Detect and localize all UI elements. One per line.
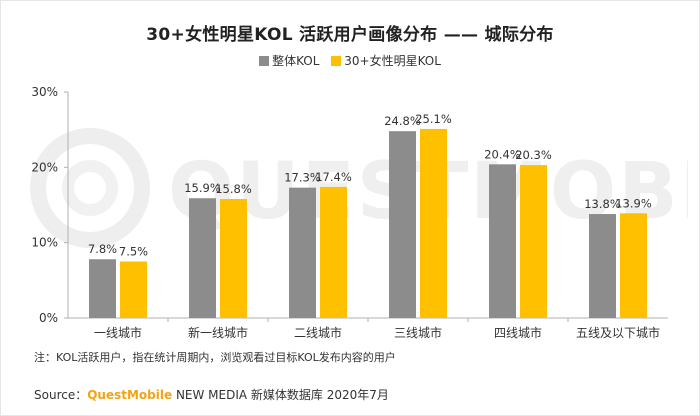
bar <box>620 213 647 318</box>
legend-label-total: 整体KOL <box>272 54 320 68</box>
data-label: 20.4% <box>484 147 521 161</box>
y-tick-label: 0% <box>39 311 58 325</box>
x-tick-label: 二线城市 <box>294 325 342 340</box>
x-tick-label: 新一线城市 <box>188 325 248 340</box>
bar <box>120 261 147 318</box>
bar <box>320 186 347 318</box>
source-rest: NEW MEDIA 新媒体数据库 2020年7月 <box>172 388 389 402</box>
bar <box>89 259 116 318</box>
x-tick-label: 四线城市 <box>494 325 542 340</box>
data-label: 25.1% <box>415 112 452 126</box>
data-label: 24.8% <box>384 114 421 128</box>
legend-item-kol: 30+女性明星KOL <box>331 52 441 69</box>
data-label: 13.9% <box>615 196 652 210</box>
bar <box>589 214 616 318</box>
x-tick-label: 一线城市 <box>94 325 142 340</box>
data-label: 15.9% <box>184 181 221 195</box>
source-line: Source：QuestMobile NEW MEDIA 新媒体数据库 2020… <box>34 386 389 403</box>
bar <box>520 165 547 318</box>
data-label: 7.5% <box>119 245 148 259</box>
data-label: 7.8% <box>88 242 117 256</box>
legend-swatch-total <box>259 56 270 66</box>
y-tick-label: 20% <box>31 160 58 174</box>
chart-note: 注：KOL活跃用户，指在统计周期内，浏览观看过目标KOL发布内容的用户 <box>34 351 396 364</box>
data-label: 17.4% <box>315 170 352 184</box>
y-tick-label: 30% <box>31 85 58 99</box>
bar <box>289 187 316 318</box>
chart-title: 30+女性明星KOL 活跃用户画像分布 —— 城际分布 <box>146 25 554 45</box>
data-label: 20.3% <box>515 148 552 162</box>
data-label: 15.8% <box>215 182 252 196</box>
source-prefix: Source： <box>34 388 88 402</box>
bar <box>389 131 416 318</box>
data-label: 13.8% <box>584 197 621 211</box>
legend-swatch-kol <box>331 56 342 66</box>
bar <box>220 198 247 318</box>
y-tick-label: 10% <box>31 236 58 250</box>
x-tick-label: 五线及以下城市 <box>576 325 660 340</box>
x-tick-label: 三线城市 <box>394 325 442 340</box>
bar <box>489 164 516 318</box>
source-brand: QuestMobile <box>87 388 173 402</box>
bar <box>420 128 447 318</box>
legend-item-total: 整体KOL <box>259 52 319 69</box>
chart-legend: 整体KOL 30+女性明星KOL <box>0 52 700 69</box>
data-label: 17.3% <box>284 171 321 185</box>
legend-label-kol: 30+女性明星KOL <box>344 54 441 68</box>
bar <box>189 198 216 318</box>
